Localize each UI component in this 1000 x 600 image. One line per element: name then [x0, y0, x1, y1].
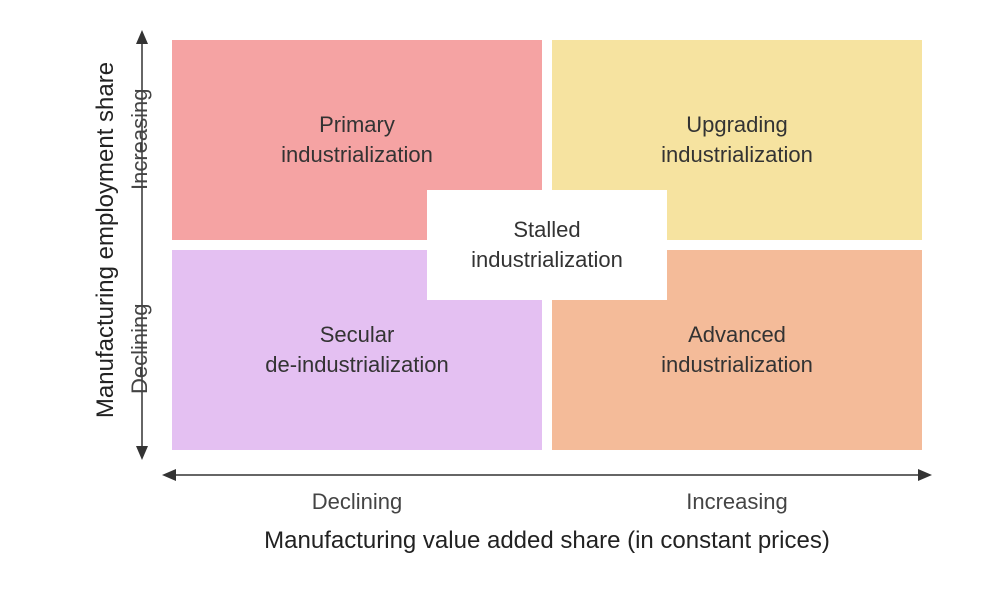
y-axis-declining-label: Declining — [127, 304, 153, 395]
x-axis-declining-label: Declining — [172, 489, 542, 515]
x-axis-arrow — [162, 460, 932, 490]
y-axis-increasing-label: Increasing — [127, 88, 153, 190]
x-axis-increasing-label: Increasing — [552, 489, 922, 515]
x-axis-title: Manufacturing value added share (in cons… — [172, 527, 922, 555]
quadrant-center: Stalled industrialization — [427, 190, 667, 300]
quadrant-upgrading-label: Upgrading industrialization — [661, 110, 813, 169]
quadrant-primary-label: Primary industrialization — [281, 110, 433, 169]
quadrant-center-label: Stalled industrialization — [471, 215, 623, 274]
quadrant-advanced-label: Advanced industrialization — [661, 320, 813, 379]
quadrant-diagram: Primary industrialization Upgrading indu… — [0, 0, 1000, 600]
y-axis-title: Manufacturing employment share — [92, 35, 120, 445]
quadrant-secular-label: Secular de-industrialization — [265, 320, 448, 379]
